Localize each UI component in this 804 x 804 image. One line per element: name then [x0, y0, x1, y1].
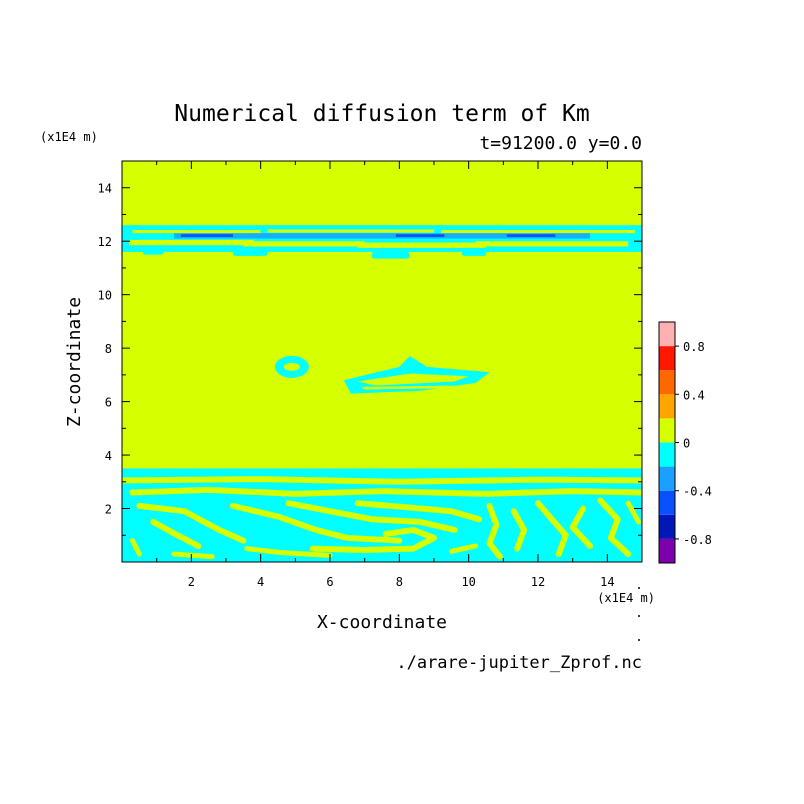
- colorbar-tick-label: 0.4: [683, 388, 705, 402]
- upper-band: [122, 225, 642, 252]
- colorbar: 0.8 0.4 0 -0.4 -0.8: [658, 321, 712, 564]
- x-unit-label: (x1E4 m): [597, 591, 655, 605]
- turbulent-swirl: [229, 502, 403, 544]
- x-tick-label: 14: [600, 575, 614, 589]
- upper-band-edge: [371, 251, 410, 259]
- marker-dot: [638, 587, 640, 589]
- upper-band-core: [395, 234, 445, 237]
- colorbar-swatch: [659, 490, 675, 515]
- turbulent-swirl: [448, 543, 479, 554]
- y-tick-label: 10: [98, 289, 112, 303]
- y-axis-label: Z-coordinate: [64, 297, 85, 427]
- plot-frame: [121, 160, 643, 563]
- turbulent-swirl: [244, 546, 333, 558]
- x-tick-label: 6: [326, 575, 333, 589]
- x-tick-label: 2: [188, 575, 195, 589]
- turbulent-swirl: [150, 518, 202, 549]
- turbulent-swirl: [535, 500, 569, 557]
- turbulent-swirl: [486, 502, 503, 560]
- x-axis-ticks: 2 4 6 8 10 12 14: [156, 161, 615, 589]
- chart-subtitle: t=91200.0 y=0.0: [479, 133, 642, 154]
- colorbar-tick-label: 0.8: [683, 340, 705, 354]
- colorbar-swatch: [659, 418, 675, 443]
- colorbar-swatch: [659, 346, 675, 371]
- upper-band-core: [174, 233, 590, 239]
- y-unit-label: (x1E4 m): [40, 130, 98, 144]
- y-axis-ticks: 2 4 6 8 10 12 14: [98, 182, 642, 536]
- turbulent-swirl: [510, 508, 528, 552]
- y-tick-label: 12: [98, 235, 112, 249]
- colorbar-swatch: [659, 514, 675, 539]
- y-tick-label: 6: [105, 396, 112, 410]
- colorbar-swatch: [659, 538, 675, 563]
- y-tick-label: 2: [105, 503, 112, 517]
- upper-band-core: [180, 234, 233, 237]
- source-file-label: ./arare-jupiter_Zprof.nc: [396, 653, 642, 673]
- colorbar-tick-label: -0.4: [683, 485, 712, 499]
- upper-band-gap: [128, 239, 254, 246]
- mid-eddy-core: [357, 373, 469, 386]
- colorbar-swatch: [659, 322, 675, 347]
- colorbar-swatch: [659, 442, 675, 467]
- marker-dot: [638, 615, 640, 617]
- turbulent-swirl: [122, 476, 642, 485]
- turbulent-swirl: [136, 502, 247, 544]
- x-tick-label: 10: [461, 575, 475, 589]
- colorbar-tick-label: 0: [683, 437, 690, 451]
- colorbar-swatch: [659, 370, 675, 395]
- turbulent-swirl: [309, 526, 437, 553]
- mid-eddy-core: [361, 385, 455, 390]
- turbulent-swirl: [597, 497, 632, 557]
- turbulent-swirl: [625, 500, 642, 525]
- plot-area: [122, 161, 642, 562]
- upper-band-gap: [132, 229, 261, 234]
- turbulent-swirl: [129, 486, 642, 497]
- colorbar-swatch: [659, 394, 675, 419]
- upper-band-core: [506, 234, 556, 237]
- turbulent-swirl: [285, 500, 458, 533]
- upper-band-edge: [232, 250, 268, 256]
- y-tick-label: 8: [105, 342, 112, 356]
- turbulent-swirl: [171, 551, 215, 560]
- marker-dot: [638, 639, 640, 641]
- upper-band-gap: [267, 229, 434, 233]
- turbulent-swirl: [129, 538, 142, 557]
- y-tick-label: 4: [105, 449, 112, 463]
- upper-band-gap: [357, 242, 486, 248]
- small-eddy-core: [283, 362, 300, 371]
- upper-band-edge: [461, 250, 486, 256]
- upper-band-gap: [475, 241, 629, 247]
- contour-features: [122, 225, 642, 562]
- upper-band-gap: [440, 229, 636, 234]
- colorbar-swatch: [659, 466, 675, 491]
- x-tick-label: 4: [257, 575, 264, 589]
- turbulent-swirl: [354, 500, 483, 523]
- upper-band-edge: [142, 250, 164, 255]
- x-tick-label: 12: [531, 575, 545, 589]
- upper-band-gap: [243, 241, 365, 247]
- x-tick-label: 8: [396, 575, 403, 589]
- chart-title: Numerical diffusion term of Km: [174, 101, 589, 127]
- turbulent-swirl: [569, 505, 593, 549]
- colorbar-tick-label: -0.8: [683, 533, 712, 547]
- y-tick-label: 14: [98, 182, 112, 196]
- x-axis-label: X-coordinate: [317, 612, 447, 633]
